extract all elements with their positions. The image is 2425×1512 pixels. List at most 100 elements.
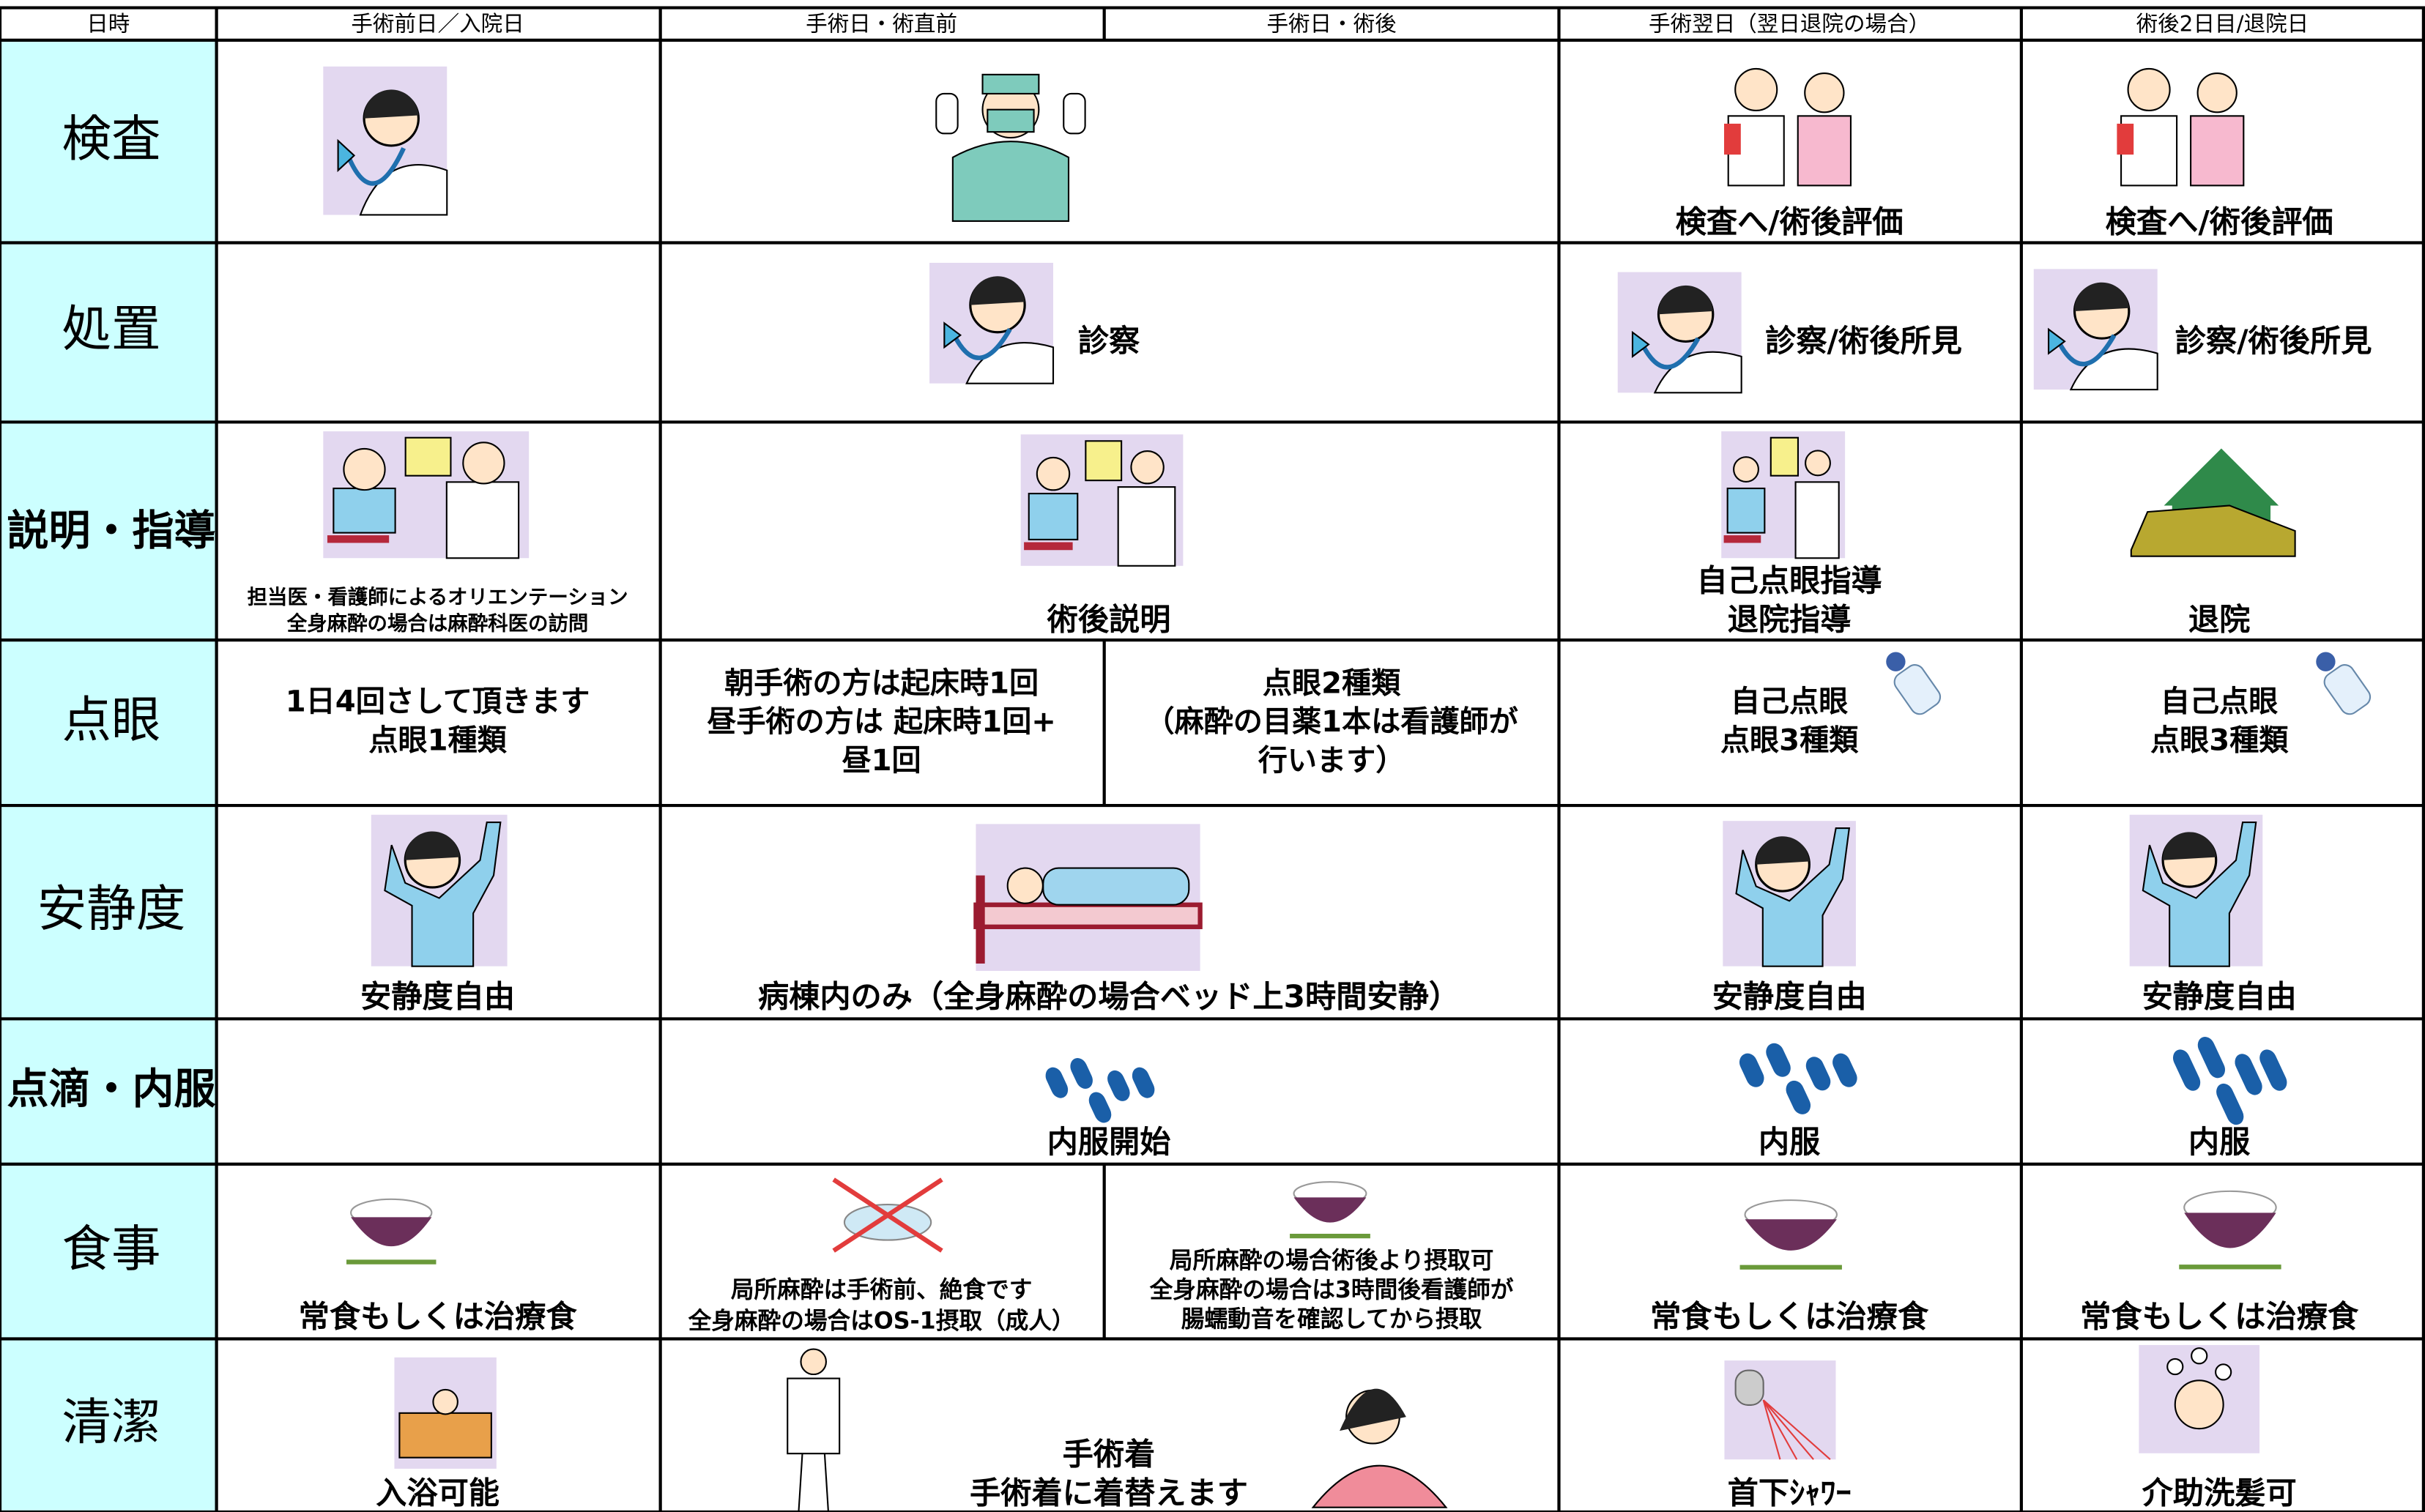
icon-docs xyxy=(1724,67,1852,187)
pill xyxy=(1107,1070,1130,1101)
icon-raise xyxy=(2129,814,2263,967)
cell-text: 安静度自由 xyxy=(2142,978,2297,1014)
face xyxy=(1734,67,1778,112)
patient xyxy=(1028,493,1079,540)
pill xyxy=(2172,1049,2201,1091)
icon-consult xyxy=(1020,434,1184,567)
chart xyxy=(404,436,452,477)
cell-text: 診察 xyxy=(1078,323,1140,359)
face xyxy=(2174,1379,2224,1430)
cell-text: 局所麻酔の場合術後より摂取可 xyxy=(1170,1248,1494,1274)
dress xyxy=(1797,115,1852,187)
face xyxy=(1006,867,1044,904)
cell-text: 1日4回さして頂きます xyxy=(286,685,590,719)
icon-house xyxy=(2130,448,2296,557)
cell-text: 診察/術後所見 xyxy=(2175,323,2372,359)
bowl xyxy=(2184,1213,2276,1248)
pill xyxy=(1088,1092,1112,1123)
body xyxy=(1311,1464,1448,1508)
icon-raise xyxy=(1723,821,1856,967)
cell-text: 常食もしくは治療食 xyxy=(299,1299,578,1335)
pill xyxy=(1766,1043,1791,1077)
cell-text: 点眼2種類 xyxy=(1263,666,1401,700)
body xyxy=(965,342,1055,384)
bubble xyxy=(2166,1358,2184,1376)
scope xyxy=(1640,337,1701,370)
spray xyxy=(1762,1399,1798,1460)
cap xyxy=(981,73,1040,95)
icon-bed xyxy=(973,824,1203,971)
body xyxy=(359,164,448,216)
header-cell: 手術翌日（翌日退院の場合） xyxy=(1649,11,1930,36)
cell-text: 昼手術の方は 起床時1回+ xyxy=(707,705,1056,739)
folder xyxy=(1724,123,1741,155)
cell-text: 入浴可能 xyxy=(376,1475,500,1511)
cell-text: 検査へ/術後評価 xyxy=(2106,204,2333,240)
car xyxy=(2130,504,2296,557)
row-label: 清潔 xyxy=(62,1393,160,1450)
legs xyxy=(823,1453,830,1512)
icon-doctor xyxy=(929,262,1055,384)
icon-doctor xyxy=(2033,269,2158,391)
pill xyxy=(2197,1037,2225,1079)
cell-text: 担当医・看護師によるオリエンテーション xyxy=(248,586,628,609)
pill xyxy=(1786,1080,1811,1114)
pill xyxy=(2216,1083,2244,1125)
face xyxy=(343,447,386,491)
row-label: 説明・指導 xyxy=(7,507,216,555)
row-label: 安静度 xyxy=(37,879,186,937)
pill xyxy=(2259,1049,2287,1091)
glove xyxy=(1063,92,1086,135)
cell-text: 自己点眼 xyxy=(1731,685,1848,719)
bubble xyxy=(2215,1363,2232,1381)
cross xyxy=(832,1177,943,1253)
icon-pills xyxy=(2172,1037,2287,1125)
cell-text: 点眼1種類 xyxy=(368,723,507,757)
bottle xyxy=(1893,664,1942,715)
face xyxy=(2196,72,2238,113)
cell-text: 安静度自由 xyxy=(1712,978,1867,1014)
pill xyxy=(2235,1054,2262,1095)
cell-text: 腸蠕動音を確認してから摂取 xyxy=(1181,1306,1482,1333)
face xyxy=(800,1348,827,1376)
hair xyxy=(970,276,1025,305)
icon-consult xyxy=(323,431,530,559)
cell-text: 手術着 xyxy=(1063,1436,1156,1472)
cell-text: 退院 xyxy=(2188,601,2250,637)
cell-text: 全身麻酔の場合は3時間後看護師が xyxy=(1149,1276,1514,1303)
icon-pills xyxy=(1739,1043,1857,1114)
body xyxy=(1653,351,1742,394)
icon-shower xyxy=(1724,1360,1836,1460)
tub xyxy=(398,1412,492,1459)
pill xyxy=(1805,1057,1831,1091)
icon-doctor xyxy=(1617,272,1742,394)
hand xyxy=(1886,652,1906,671)
hair xyxy=(1340,1388,1406,1431)
icon-surgeon xyxy=(935,73,1086,222)
scope-head xyxy=(337,138,356,173)
hair xyxy=(2074,282,2129,312)
face xyxy=(1804,72,1845,113)
body xyxy=(384,822,502,967)
hair xyxy=(1756,836,1810,865)
pill xyxy=(1070,1058,1093,1089)
icon-drop xyxy=(2316,652,2372,715)
cell-text: 検査へ/術後評価 xyxy=(1676,204,1904,240)
body xyxy=(1735,827,1851,967)
header-cell: 手術日・術直前 xyxy=(806,11,957,36)
cell-text: 常食もしくは治療食 xyxy=(1650,1299,1929,1335)
seat xyxy=(1723,535,1761,543)
scope xyxy=(346,146,406,186)
header-cell: 術後2日目/退院日 xyxy=(2136,11,2309,36)
pill xyxy=(1739,1053,1764,1087)
cell-text: （麻酔の目薬1本は看護師が xyxy=(1145,705,1518,739)
row-label: 食事 xyxy=(62,1220,160,1278)
spray xyxy=(1762,1399,1781,1460)
bottle xyxy=(2323,664,2372,715)
cell-text: 手術着に着替えます xyxy=(970,1475,1248,1511)
hair xyxy=(1658,285,1713,315)
scope-head xyxy=(943,321,962,349)
face xyxy=(1805,450,1831,477)
gown xyxy=(951,141,1070,222)
head xyxy=(1734,1369,1764,1406)
